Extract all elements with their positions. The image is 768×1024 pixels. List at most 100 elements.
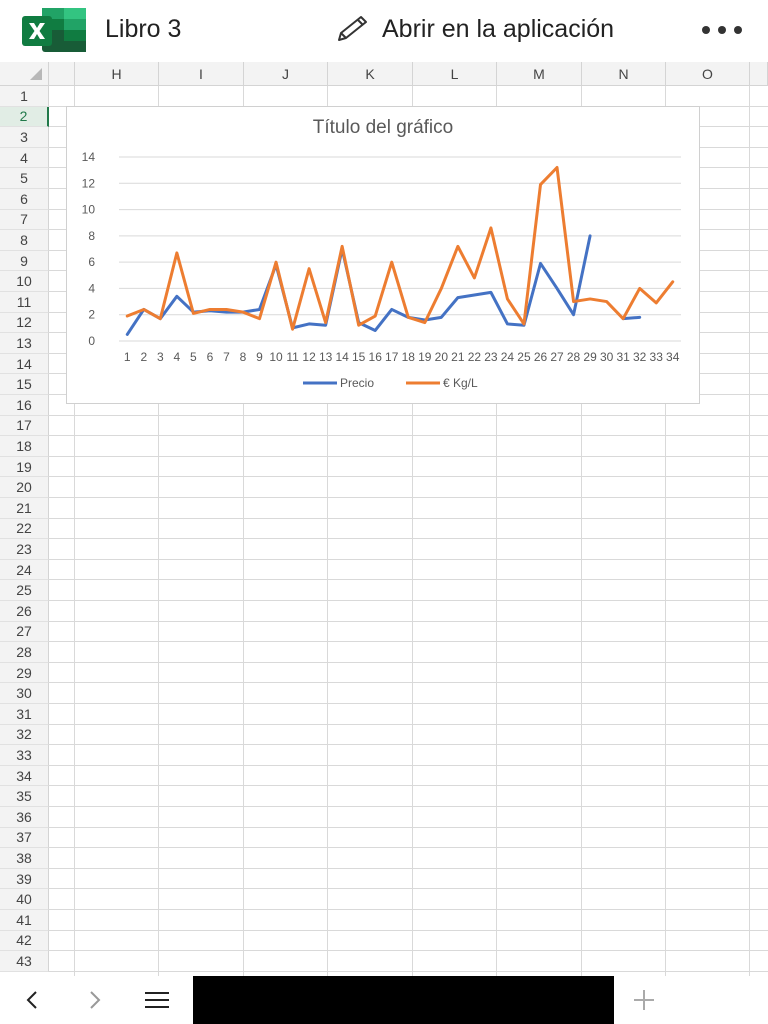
x-tick-label: 27 bbox=[550, 350, 564, 364]
column-header-n[interactable]: N bbox=[582, 62, 666, 86]
line-chart[interactable]: Título del gráfico 0 2 4 6 8 10 12 14 1 2 3 4 5 6 7 8 9 1… bbox=[66, 106, 700, 404]
row-header-34[interactable]: 34 bbox=[0, 765, 49, 787]
document-title[interactable]: Libro 3 bbox=[105, 15, 182, 43]
series-line-kg-l bbox=[125, 166, 675, 331]
row-header-13[interactable]: 13 bbox=[0, 333, 49, 354]
row-header-20[interactable]: 20 bbox=[0, 477, 49, 498]
grid-col-line bbox=[581, 86, 582, 976]
row-header-42[interactable]: 42 bbox=[0, 930, 49, 952]
column-header-k[interactable]: K bbox=[328, 62, 413, 86]
row-header-15[interactable]: 15 bbox=[0, 374, 49, 395]
column-header-l[interactable]: L bbox=[413, 62, 497, 86]
grid-row-line bbox=[49, 579, 768, 581]
grid-row-line bbox=[49, 476, 768, 478]
bottom-bar bbox=[0, 976, 768, 1024]
row-header-31[interactable]: 31 bbox=[0, 704, 49, 725]
row-header-1[interactable]: 1 bbox=[0, 86, 49, 107]
row-header-10[interactable]: 10 bbox=[0, 271, 49, 292]
row-header-11[interactable]: 11 bbox=[0, 292, 49, 313]
row-header-14[interactable]: 14 bbox=[0, 353, 49, 375]
open-in-app-button[interactable]: Abrir en la aplicación bbox=[334, 10, 614, 48]
row-header-25[interactable]: 25 bbox=[0, 580, 49, 601]
x-tick-label: 29 bbox=[583, 350, 597, 364]
row-header-26[interactable]: 26 bbox=[0, 601, 49, 622]
y-tick-label: 2 bbox=[88, 308, 95, 322]
row-header-29[interactable]: 29 bbox=[0, 662, 49, 684]
row-header-33[interactable]: 33 bbox=[0, 745, 49, 766]
grid-col-line bbox=[665, 86, 666, 976]
row-header-30[interactable]: 30 bbox=[0, 683, 49, 704]
hamburger-icon bbox=[145, 992, 169, 1008]
chart-title[interactable]: Título del gráfico bbox=[312, 117, 454, 138]
column-header-m[interactable]: M bbox=[497, 62, 582, 86]
x-tick-label: 31 bbox=[616, 350, 630, 364]
column-header[interactable] bbox=[750, 62, 768, 86]
row-header-8[interactable]: 8 bbox=[0, 230, 49, 251]
row-header-23[interactable]: 23 bbox=[0, 539, 49, 560]
series-line-precio bbox=[621, 315, 642, 321]
grid-row-line bbox=[49, 497, 768, 498]
grid-row-line bbox=[49, 744, 768, 746]
row-header-12[interactable]: 12 bbox=[0, 312, 49, 334]
grid-row-line bbox=[49, 785, 768, 787]
grid-row-line bbox=[49, 703, 768, 704]
row-header-38[interactable]: 38 bbox=[0, 848, 49, 869]
column-header-o[interactable]: O bbox=[666, 62, 750, 86]
grid-row-line bbox=[49, 600, 768, 601]
row-header-39[interactable]: 39 bbox=[0, 868, 49, 890]
grid-col-line bbox=[74, 86, 75, 976]
forward-button[interactable] bbox=[75, 984, 115, 1016]
row-header-5[interactable]: 5 bbox=[0, 168, 49, 189]
grid-row-line bbox=[49, 558, 768, 560]
select-all-corner[interactable] bbox=[0, 62, 49, 86]
row-header-17[interactable]: 17 bbox=[0, 415, 49, 437]
grid-row-line bbox=[49, 435, 768, 437]
row-header-27[interactable]: 27 bbox=[0, 621, 49, 643]
back-button[interactable] bbox=[12, 984, 52, 1016]
row-header-28[interactable]: 28 bbox=[0, 642, 49, 663]
row-header-40[interactable]: 40 bbox=[0, 889, 49, 910]
x-tick-label: 13 bbox=[319, 350, 333, 364]
row-header-6[interactable]: 6 bbox=[0, 189, 49, 210]
grid-row-line bbox=[49, 764, 768, 766]
add-sheet-button[interactable] bbox=[624, 984, 664, 1016]
row-header-16[interactable]: 16 bbox=[0, 395, 49, 416]
plus-icon bbox=[634, 990, 654, 1010]
grid-col-line bbox=[496, 86, 497, 976]
row-header-7[interactable]: 7 bbox=[0, 209, 49, 231]
row-header-24[interactable]: 24 bbox=[0, 559, 49, 581]
more-options-button[interactable] bbox=[702, 18, 742, 42]
column-header-h[interactable]: H bbox=[75, 62, 159, 86]
pencil-icon bbox=[338, 16, 367, 41]
row-header-9[interactable]: 9 bbox=[0, 250, 49, 272]
grid-row-line bbox=[49, 950, 768, 952]
legend-label: Precio bbox=[340, 376, 374, 390]
row-header-36[interactable]: 36 bbox=[0, 807, 49, 828]
x-tick-label: 25 bbox=[517, 350, 531, 364]
row-header-32[interactable]: 32 bbox=[0, 724, 49, 746]
row-header-19[interactable]: 19 bbox=[0, 456, 49, 478]
row-header-41[interactable]: 41 bbox=[0, 910, 49, 931]
grid-row-line bbox=[49, 682, 768, 684]
grid-col-line bbox=[327, 86, 328, 976]
grid-row-line bbox=[49, 909, 768, 910]
column-header[interactable] bbox=[49, 62, 75, 86]
sheets-menu-button[interactable] bbox=[137, 984, 177, 1016]
x-tick-label: 33 bbox=[650, 350, 664, 364]
x-tick-label: 3 bbox=[157, 350, 164, 364]
row-header-43[interactable]: 43 bbox=[0, 951, 49, 972]
row-header-35[interactable]: 35 bbox=[0, 786, 49, 807]
column-header-i[interactable]: I bbox=[159, 62, 244, 86]
row-header-22[interactable]: 22 bbox=[0, 518, 49, 540]
row-header-37[interactable]: 37 bbox=[0, 827, 49, 849]
column-header-j[interactable]: J bbox=[244, 62, 328, 86]
row-header-21[interactable]: 21 bbox=[0, 498, 49, 519]
x-tick-label: 7 bbox=[223, 350, 230, 364]
grid-row-line bbox=[49, 455, 768, 457]
row-header-3[interactable]: 3 bbox=[0, 127, 49, 148]
row-header-18[interactable]: 18 bbox=[0, 436, 49, 457]
row-header-2[interactable]: 2 bbox=[0, 106, 49, 128]
row-header-4[interactable]: 4 bbox=[0, 147, 49, 169]
top-bar: Libro 3 Abrir en la aplicación bbox=[0, 0, 768, 62]
